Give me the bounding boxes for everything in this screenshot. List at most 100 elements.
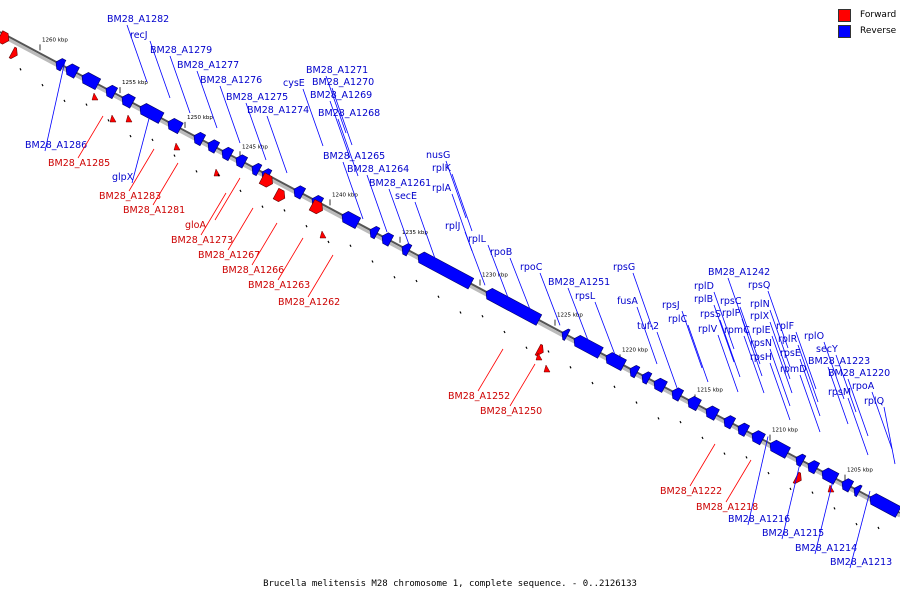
track-dot [195, 170, 198, 173]
reverse-leader [823, 341, 845, 400]
reverse-gene-label: rplQ [864, 396, 884, 407]
reverse-gene-label: rplJ [445, 221, 460, 232]
reverse-gene [341, 211, 362, 229]
reverse-gene [251, 162, 263, 177]
track-dot [635, 401, 638, 404]
reverse-gene-shape [221, 146, 235, 162]
reverse-gene-label: rplB [694, 294, 713, 305]
reverse-gene [641, 371, 653, 385]
reverse-leader [509, 257, 531, 310]
track-dot [767, 471, 770, 475]
reverse-gene-label: rpsC [720, 296, 742, 307]
reverse-swatch [838, 24, 851, 38]
track-dot [283, 209, 286, 212]
forward-gene [308, 199, 323, 215]
forward-gene-label: BM28_A1263 [248, 280, 310, 291]
track-dot [459, 311, 462, 314]
reverse-gene-label: rplE [752, 325, 771, 336]
reverse-gene-shape [671, 387, 685, 402]
reverse-gene [207, 139, 221, 154]
reverse-leader [302, 88, 324, 147]
legend-forward: Forward [838, 7, 898, 23]
reverse-gene-label: rpmD [780, 364, 807, 375]
track-dot [63, 99, 66, 103]
forward-leader [725, 459, 752, 503]
reverse-gene-shape [193, 131, 207, 147]
track-dot [173, 154, 176, 157]
reverse-leader [131, 107, 153, 184]
reverse-gene-label: BM28_A1261 [369, 178, 431, 189]
reverse-gene-shape [139, 103, 165, 124]
reverse-gene-label: BM28_A1282 [107, 14, 169, 25]
reverse-gene-shape [723, 415, 737, 430]
reverse-gene-label: rplF [776, 321, 794, 332]
reverse-leader [743, 335, 765, 394]
track-dot [877, 526, 880, 530]
forward-gene [792, 471, 802, 485]
forward-gene [258, 172, 273, 188]
reverse-gene-label: BM28_A1269 [310, 90, 372, 101]
reverse-leader [719, 319, 741, 378]
reverse-leader [149, 40, 171, 99]
reverse-gene-label: rplP [722, 308, 741, 319]
reverse-gene-label: rplR [778, 334, 798, 345]
reverse-gene [401, 243, 413, 257]
reverse-gene-shape [121, 93, 136, 109]
reverse-gene [105, 84, 119, 100]
forward-gene [0, 30, 10, 45]
track-dot [525, 346, 528, 350]
reverse-leader [126, 24, 148, 83]
reverse-gene-shape [55, 58, 67, 72]
reverse-gene-label: BM28_A1215 [762, 528, 824, 539]
reverse-gene [573, 335, 604, 359]
track-dot [129, 134, 132, 138]
reverse-gene-shape [167, 118, 184, 135]
reverse-leader [266, 115, 288, 174]
track-dot [41, 83, 44, 87]
track-dot [107, 119, 110, 122]
reverse-gene [485, 288, 543, 326]
forward-arrow [213, 168, 221, 177]
legend-reverse: Reverse [838, 23, 898, 39]
reverse-leader [366, 174, 388, 233]
reverse-gene [737, 422, 751, 437]
track-dot [613, 385, 616, 389]
reverse-gene [841, 478, 855, 493]
tick-label: 1235 kbp [402, 230, 428, 236]
reverse-gene [869, 493, 900, 518]
reverse-leader [687, 324, 709, 383]
reverse-gene-label: BM28_A1242 [708, 267, 770, 278]
forward-leader [251, 222, 278, 266]
reverse-gene-label: rpsN [750, 338, 772, 349]
forward-leader [509, 363, 536, 407]
reverse-leader [847, 378, 869, 437]
tick-label: 1245 kbp [242, 144, 268, 150]
reverse-leader [827, 366, 849, 425]
reverse-gene-shape [629, 364, 641, 379]
forward-leader [477, 348, 504, 392]
reverse-gene [293, 185, 307, 200]
track-dot [789, 487, 792, 491]
track-dot [569, 366, 572, 369]
track-dot [503, 330, 506, 334]
reverse-gene-label: rplL [468, 234, 487, 245]
reverse-gene-shape [207, 139, 221, 154]
reverse-leader [849, 490, 871, 569]
reverse-gene-shape [653, 377, 668, 393]
reverse-leader [797, 344, 819, 403]
forward-gene-label: BM28_A1273 [171, 235, 233, 246]
reverse-gene-label: rpoC [520, 262, 543, 273]
reverse-gene-label: BM28_A1265 [323, 151, 385, 162]
reverse-leader [636, 306, 658, 365]
reverse-gene [687, 395, 702, 412]
tick-label: 1250 kbp [187, 115, 213, 121]
reverse-leader [567, 287, 589, 341]
track-dot [349, 244, 352, 247]
reverse-leader [799, 358, 821, 417]
reverse-gene-shape [293, 185, 307, 200]
forward-gene-label: BM28_A1283 [99, 191, 161, 202]
track-dot [723, 452, 726, 455]
reverse-leader [717, 334, 739, 393]
tick-label: 1240 kbp [332, 192, 358, 198]
reverse-gene-shape [705, 405, 720, 421]
